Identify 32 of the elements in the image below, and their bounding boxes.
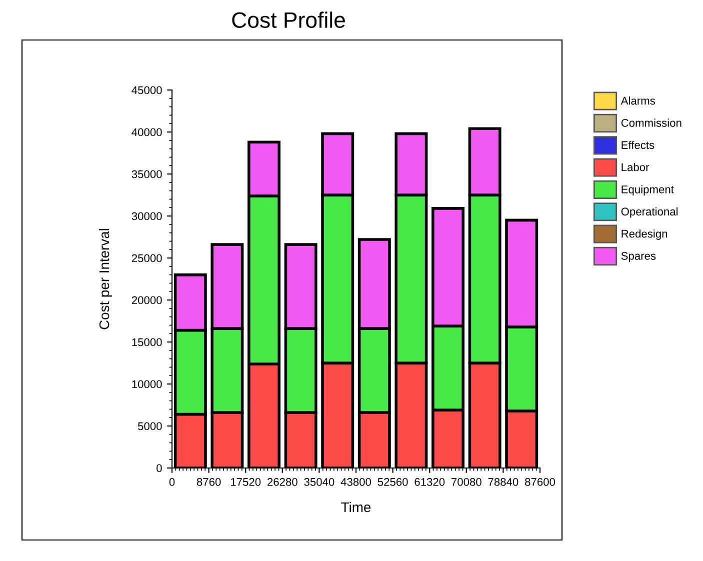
legend-label: Commission xyxy=(621,118,682,127)
y-tick-label: 30000 xyxy=(132,212,162,220)
y-tick-label: 40000 xyxy=(132,128,162,136)
x-tick-label: 52560 xyxy=(378,478,408,486)
x-axis-title: Time xyxy=(341,502,371,512)
y-tick-label: 45000 xyxy=(132,86,162,94)
x-tick-label: 35040 xyxy=(304,478,334,486)
legend-label: Spares xyxy=(621,252,656,262)
y-tick-label: 5000 xyxy=(138,422,162,430)
x-tick-label: 78840 xyxy=(488,478,518,486)
legend-label: Effects xyxy=(622,140,654,149)
x-tick-label: 26280 xyxy=(268,478,298,486)
x-tick-label: 0 xyxy=(169,478,175,486)
y-axis-title: Cost per Interval xyxy=(98,228,112,330)
legend-label: Labor xyxy=(622,163,650,172)
legend-label: Equipment xyxy=(622,185,674,196)
legend-label: Alarms xyxy=(620,96,655,105)
y-tick-label: 10000 xyxy=(132,380,162,388)
y-tick-label: 0 xyxy=(156,464,162,472)
y-tick-label: 25000 xyxy=(132,254,162,262)
y-tick-label: 15000 xyxy=(132,338,162,346)
x-tick-label: 8760 xyxy=(196,478,221,486)
x-tick-label: 87600 xyxy=(525,478,556,486)
legend-label: Operational xyxy=(621,207,678,218)
x-tick-label: 70080 xyxy=(452,478,482,486)
x-tick-label: 17520 xyxy=(231,478,261,486)
chart-title: Cost Profile xyxy=(232,12,345,28)
x-tick-label: 43800 xyxy=(340,478,372,486)
x-tick-label: 61320 xyxy=(414,478,445,486)
legend-label: Redesign xyxy=(622,230,668,240)
y-tick-label: 35000 xyxy=(132,170,162,178)
y-tick-label: 20000 xyxy=(132,296,162,304)
